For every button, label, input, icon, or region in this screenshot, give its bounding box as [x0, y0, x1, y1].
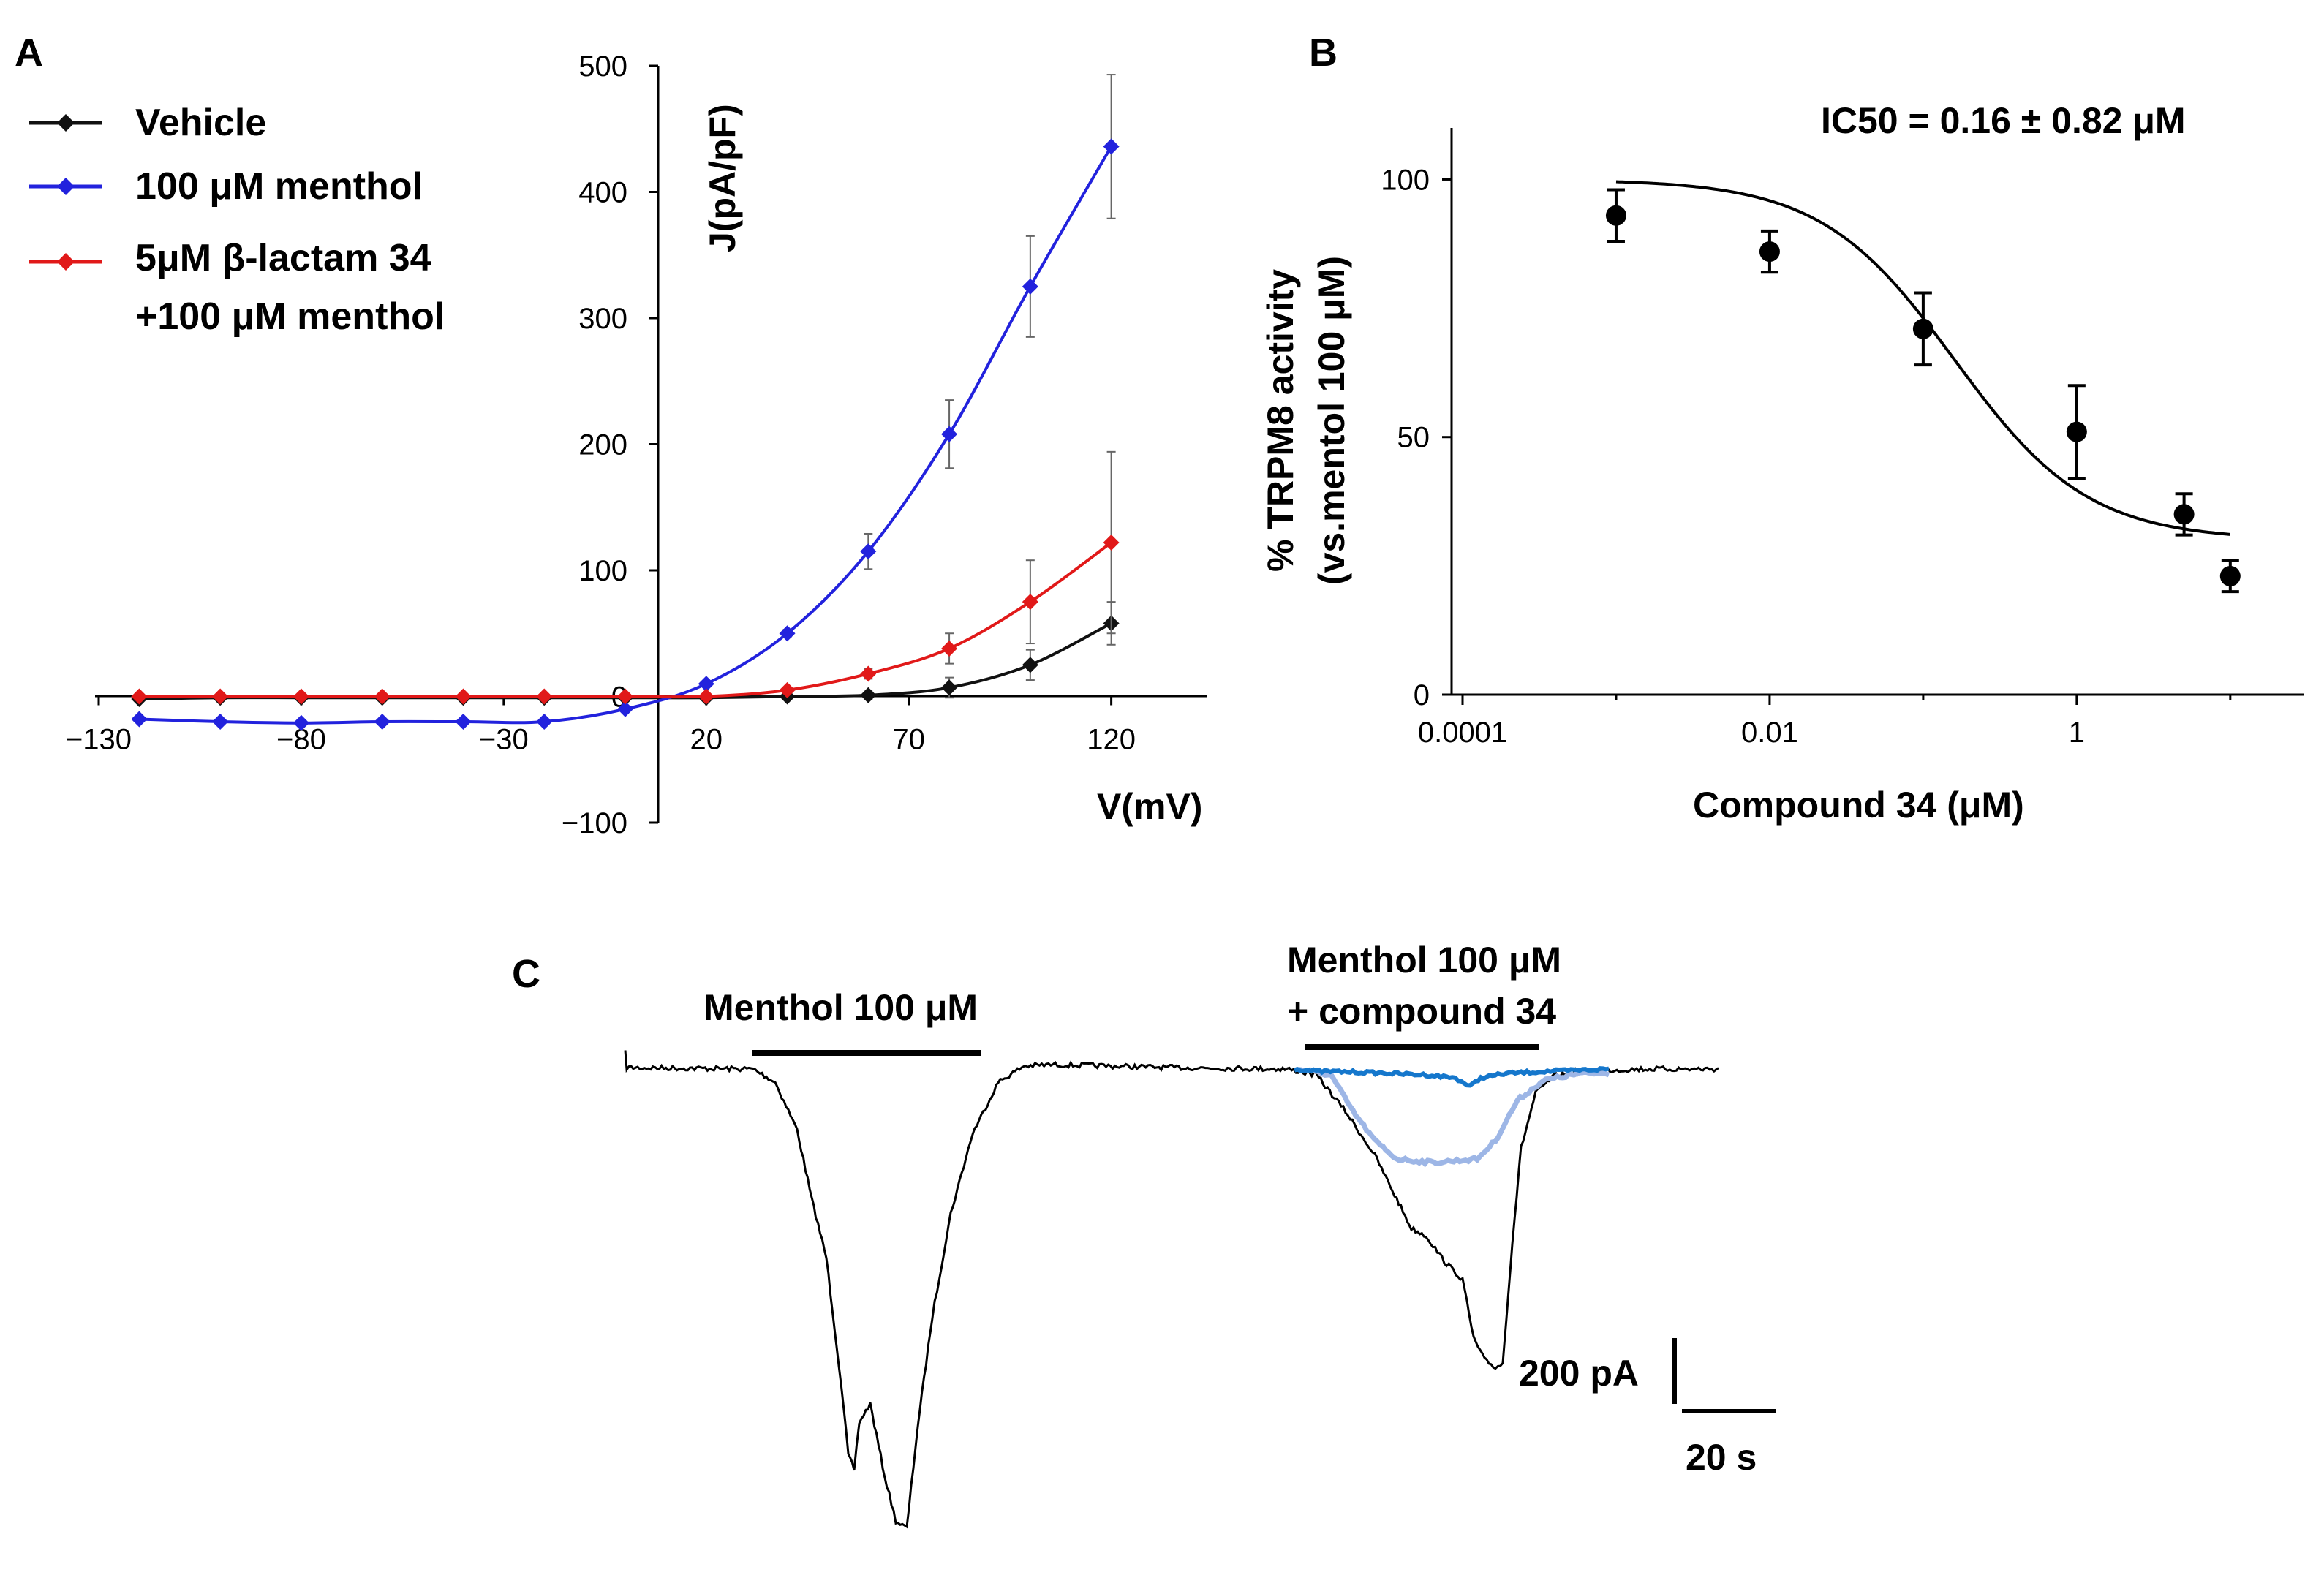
panel-b-x-tick-label: 1 — [2069, 717, 2085, 749]
panel-a-data-point — [374, 714, 391, 730]
panel-a-data-point — [293, 714, 309, 731]
panel-a-data-point — [1103, 138, 1120, 155]
panel-a-data-point — [374, 688, 391, 705]
panel-b-y-label-line1: % TRPM8 activity — [1260, 269, 1301, 572]
panel-a-y-tick-label: 100 — [578, 555, 627, 587]
panel-b-x-tick-label: 0.01 — [1741, 717, 1798, 749]
panel-a-data-point — [293, 688, 309, 705]
panel-a-data-point — [455, 714, 472, 730]
panel-a-data-point — [698, 676, 714, 692]
panel-a-legend: Vehicle 100 μM menthol 5μM β-lactam 34 +… — [29, 102, 445, 338]
panel-a-x-tick-label: 20 — [690, 724, 723, 756]
panel-a-data-point — [212, 688, 229, 705]
panel-a-data-point — [941, 426, 958, 442]
panel-a-data-point — [131, 688, 148, 705]
panel-a-data-point — [779, 625, 796, 642]
panel-a-data-point — [941, 640, 958, 657]
panel-b-y-tick-label: 100 — [1381, 164, 1430, 196]
panel-c-current-scale-label: 200 pA — [1519, 1353, 1639, 1394]
panel-a-data-point — [941, 679, 958, 696]
panel-a-data-point — [212, 714, 229, 730]
panel-b-data-point — [1759, 241, 1780, 262]
panel-b-data-point — [1605, 205, 1626, 226]
panel-b-y-label-line2: (vs.mentol 100 μM) — [1311, 256, 1352, 585]
panel-b-data-point — [2219, 565, 2241, 586]
panel-a-x-tick-label: 70 — [892, 724, 925, 756]
panel-a-data-point — [860, 687, 877, 703]
panel-a-data-point — [1022, 594, 1038, 611]
panel-c-combo-label-line2: + compound 34 — [1287, 991, 1556, 1032]
panel-a-x-label: V(mV) — [1097, 786, 1202, 827]
panel-a-data-point — [1022, 278, 1038, 295]
panel-c-menthol-trace — [624, 1050, 1288, 1529]
panel-c-combo-trace — [1286, 1065, 1719, 1370]
panel-c-menthol-label: Menthol 100 μM — [703, 987, 978, 1028]
panel-a-y-tick-label: 400 — [578, 177, 627, 209]
panel-b-x-tick-label: 0.0001 — [1418, 717, 1507, 749]
legend-marker-2 — [57, 253, 75, 271]
panel-a-y-tick-label: 300 — [578, 303, 627, 335]
panel-a-data-point — [536, 688, 553, 705]
panel-a-data-point — [536, 714, 553, 730]
legend-lactam-label-line2: +100 μM menthol — [135, 295, 445, 338]
panel-c-high-dose-trace — [1293, 1066, 1610, 1088]
panel-label-b: B — [1309, 31, 1338, 75]
panel-a-y-tick-label: 200 — [578, 429, 627, 461]
panel-a-y-tick-label: 500 — [578, 50, 627, 83]
panel-a-data-point — [617, 688, 633, 705]
panel-a-x-tick-label: 120 — [1087, 724, 1136, 756]
panel-a-data-point — [1103, 535, 1120, 551]
panel-b-ic50-annotation: IC50 = 0.16 ± 0.82 μM — [1821, 100, 2186, 141]
legend-lactam-label-line1: 5μM β-lactam 34 — [135, 237, 431, 279]
panel-b-x-label: Compound 34 (μM) — [1693, 785, 2024, 826]
panel-label-a: A — [15, 31, 43, 75]
panel-label-c: C — [512, 952, 540, 996]
legend-vehicle-label: Vehicle — [135, 102, 266, 144]
panel-c-time-scale-label: 20 s — [1686, 1437, 1757, 1478]
panel-b-data-point — [1912, 318, 1933, 339]
panel-b-y-tick-label: 0 — [1414, 679, 1430, 711]
panel-a-data-point — [1022, 657, 1038, 673]
panel-c-current-traces: Menthol 100 μM Menthol 100 μM + compound… — [624, 940, 1776, 1529]
legend-marker-0 — [57, 114, 75, 132]
panel-a-data-point — [779, 681, 796, 698]
panel-a-y-tick-label: −100 — [562, 807, 627, 839]
panel-b-data-point — [2173, 504, 2195, 525]
panel-a-data-point — [617, 700, 633, 717]
panel-a-y-label: J(pA/pF) — [702, 104, 743, 252]
legend-menthol-label: 100 μM menthol — [135, 165, 423, 208]
panel-b-y-tick-label: 50 — [1397, 422, 1430, 454]
panel-a-data-point — [455, 688, 472, 705]
legend-marker-1 — [57, 178, 75, 195]
panel-a-data-point — [860, 543, 877, 560]
panel-c-low-dose-trace — [1297, 1067, 1610, 1168]
panel-a-x-tick-label: −130 — [66, 724, 132, 756]
panel-a-data-point — [860, 665, 877, 682]
panel-b-data-point — [2066, 421, 2087, 442]
panel-a-data-point — [131, 711, 148, 728]
panel-a-x-tick-label: −30 — [479, 724, 529, 756]
panel-c-combo-label-line1: Menthol 100 μM — [1287, 940, 1561, 981]
panel-a-data-point — [698, 688, 714, 705]
